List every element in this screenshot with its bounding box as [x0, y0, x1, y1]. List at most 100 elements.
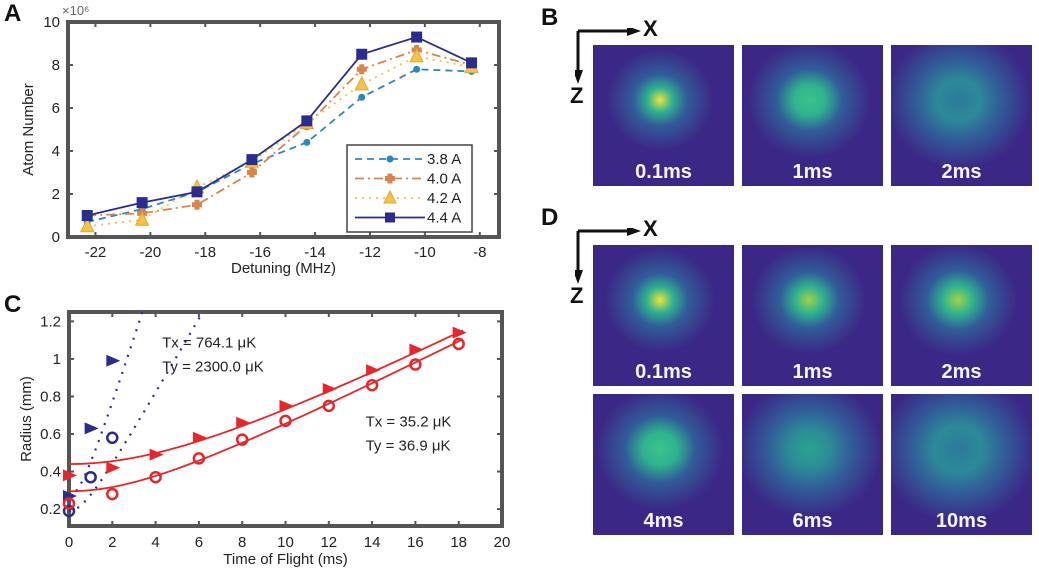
panel-d-image-tile: 2ms [891, 245, 1032, 386]
chart-a-legend-marker-v [387, 173, 393, 184]
chart-a-legend-marker [385, 173, 395, 184]
chart-a-series-line-0 [87, 68, 472, 223]
chart-a-point-v [194, 199, 200, 210]
chart-c-point [322, 382, 337, 395]
panel-d-atom-cloud [897, 245, 1019, 358]
chart-c-xtick-label: 2 [108, 534, 116, 551]
chart-a-xtick-label: -14 [304, 244, 326, 261]
panel-b-time-label: 0.1ms [635, 161, 692, 183]
chart-c-point [366, 364, 381, 377]
panel-d-time-label: 10ms [935, 510, 988, 532]
chart-a-xlabel: Detuning (MHz) [231, 260, 336, 277]
chart-a-point [411, 31, 423, 43]
chart-c-point [452, 326, 467, 339]
chart-c-point [279, 399, 294, 412]
panel-d-image-tile: 1ms [742, 245, 883, 386]
chart-c-point [63, 469, 77, 482]
chart-a-point [81, 210, 93, 221]
chart-a-point [191, 186, 203, 198]
chart-a-ylabel: Atom Number [20, 83, 37, 176]
chart-a-point [413, 65, 421, 73]
chart-c-annotation: Tx = 764.1 μK [162, 335, 256, 352]
chart-c-xlabel: Time of Flight (ms) [223, 551, 347, 568]
chart-c-xtick-label: 4 [151, 534, 159, 551]
chart-c-xtick-label: 18 [450, 534, 467, 551]
chart-a-point [301, 115, 313, 127]
chart-c-annotation: Ty = 2300.0 μK [162, 359, 264, 376]
chart-c-point [235, 433, 249, 446]
chart-a-legend-label: 4.2 A [427, 190, 461, 207]
panel-b-axis-x-label: X [643, 16, 658, 41]
chart-a-point [466, 57, 478, 69]
panel-letter-a: A [4, 0, 22, 27]
panel-d-time-label: 6ms [792, 510, 833, 532]
chart-a-point [303, 138, 311, 146]
panel-b-image-tile: 0.1ms [593, 45, 734, 186]
panel-d-time-label: 1ms [792, 361, 833, 383]
chart-a-point [354, 75, 370, 91]
panel-b-image-tile: 2ms [891, 45, 1032, 186]
chart-a-point [79, 217, 95, 233]
chart-a-point-v [249, 167, 255, 178]
panel-d-atom-cloud [742, 394, 883, 519]
chart-a-xtick-label: -20 [140, 244, 162, 261]
chart-c-point [365, 378, 379, 392]
chart-c-annotation: Ty = 36.9 μK [366, 438, 451, 455]
panel-d-axis-z-label: Z [570, 283, 584, 308]
chart-c-point [62, 497, 76, 510]
chart-a-series-line-2 [87, 55, 472, 228]
chart-c-point [149, 470, 162, 484]
chart-c-point [84, 422, 99, 435]
panel-d-atom-cloud [750, 245, 868, 356]
chart-c-point [106, 487, 119, 501]
chart-a-point-v [359, 64, 365, 75]
chart-c-point [322, 399, 336, 413]
chart-c-point [106, 461, 121, 474]
chart-a-xtick-label: -10 [414, 244, 436, 261]
chart-a-series-line-3 [87, 36, 472, 217]
chart-a-point [356, 48, 368, 60]
panel-d-time-label: 0.1ms [635, 361, 692, 383]
chart-a-legend-label: 4.4 A [427, 210, 461, 227]
chart-c-point [409, 358, 422, 371]
panel-d-image-tile: 0.1ms [593, 245, 734, 386]
panel-b-image-tile: 1ms [742, 45, 883, 186]
chart-c-point [279, 414, 292, 428]
panel-d-time-label: 4ms [643, 510, 684, 532]
chart-a-ytick-label: 6 [52, 100, 60, 117]
chart-c-xtick-label: 14 [364, 534, 381, 551]
chart-c-xtick-label: 8 [238, 534, 246, 551]
chart-c-point [62, 504, 76, 518]
chart-c-fit-line-2 [69, 329, 464, 465]
chart-a-y-multiplier: ×10⁶ [62, 3, 89, 18]
panel-b-atom-cloud [605, 48, 715, 152]
chart-a-point [192, 199, 203, 210]
chart-c-ytick-label: 0.4 [40, 464, 61, 481]
chart-a-ytick-label: 2 [52, 186, 60, 203]
chart-a-ytick-label: 8 [52, 57, 60, 74]
chart-a-ytick-label: 0 [52, 229, 60, 246]
chart-c-xtick-label: 10 [277, 534, 294, 551]
chart-a-series-line-1 [87, 49, 472, 217]
chart-a-point [409, 47, 424, 63]
panel-d-image-tile: 4ms [593, 394, 734, 535]
chart-c-ytick-label: 0.6 [40, 426, 61, 443]
panel-letter-d: D [541, 204, 559, 231]
chart-a-point [358, 93, 366, 101]
chart-a-legend-marker [385, 212, 395, 223]
panel-b-axis-z-label: Z [570, 83, 584, 108]
panel-d-time-label: 2ms [941, 361, 982, 383]
chart-c-annotation: Tx = 35.2 μK [366, 414, 452, 431]
panel-d-atom-cloud [594, 394, 726, 511]
panel-b-time-label: 1ms [792, 161, 833, 183]
panel-d-image-tile: 10ms [891, 394, 1032, 535]
chart-c-point [192, 431, 207, 444]
chart-c-point [192, 452, 206, 465]
chart-a-xtick-label: -22 [85, 244, 107, 261]
chart-c-point [149, 448, 164, 461]
chart-a-xtick-label: -8 [473, 244, 486, 261]
panel-d-axis-x-label: X [643, 216, 658, 241]
panel-b-axis-arrows [575, 28, 641, 84]
panel-b-atom-cloud [746, 45, 872, 160]
charts-canvas: -22 -20 -18 -16 -14 -12 -10 -80246810×10⁶Detuni… [18, 3, 510, 568]
